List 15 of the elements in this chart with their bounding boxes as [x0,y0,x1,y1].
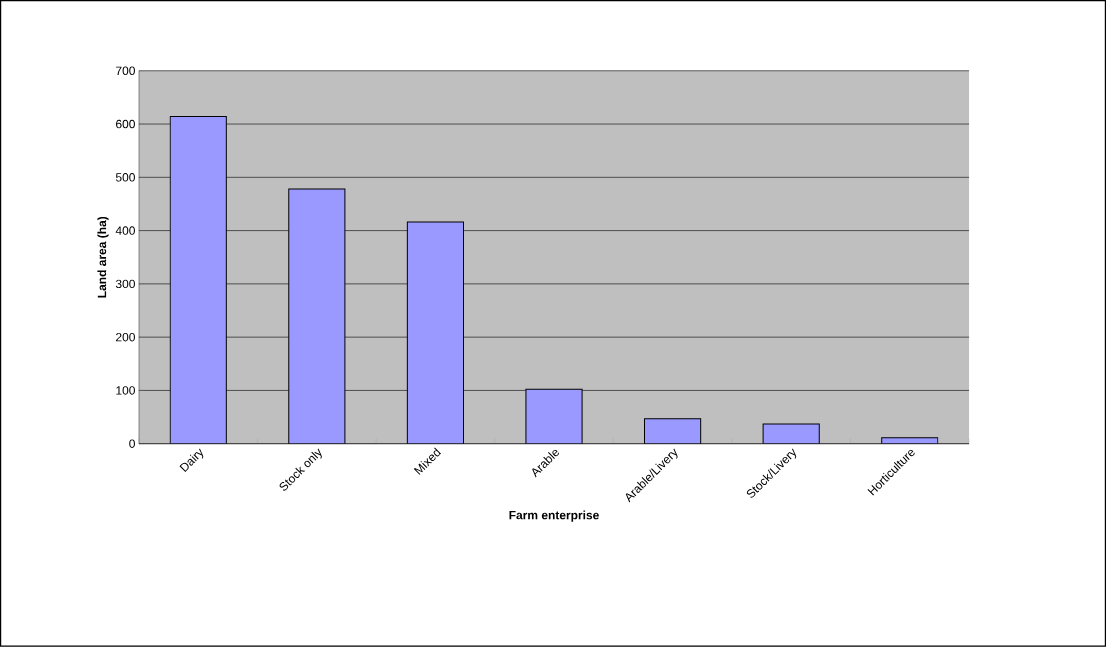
y-tick-label: 400 [115,226,135,235]
bar [169,116,227,444]
y-axis-title: Land area (ha) [97,216,109,298]
y-tick-label: 700 [116,66,135,76]
y-tick-label: 0 [129,439,135,449]
bar [525,388,583,444]
bar [288,188,346,444]
bar [406,221,464,444]
y-tick-label: 200 [116,332,135,342]
x-axis-title: Farm enterprise [509,510,599,522]
y-tick-label: 500 [115,173,135,182]
bar [644,418,702,444]
y-tick-label: 600 [116,119,135,129]
y-tick-label: 100 [116,386,135,395]
y-tick-label: 300 [115,279,135,289]
